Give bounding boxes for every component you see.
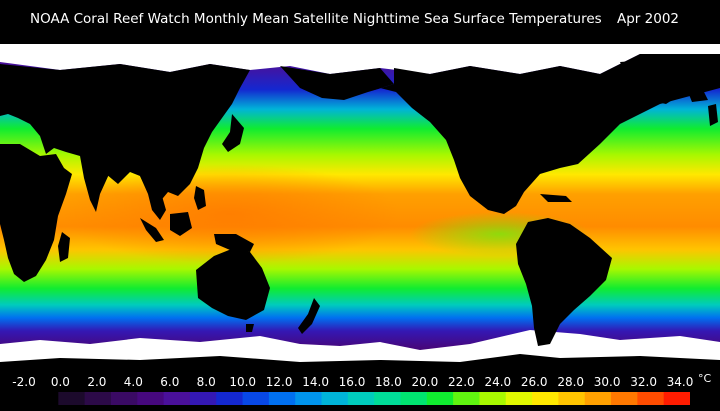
- colorbar-tick-label: 16.0: [338, 375, 366, 389]
- colorbar-swatch: [32, 392, 59, 405]
- colorbar-swatch: [426, 392, 454, 405]
- landmass-australia: [196, 248, 270, 320]
- colorbar-swatch: [532, 392, 559, 405]
- colorbar-tick-label: 28.0: [557, 375, 585, 389]
- sst-world-map: [0, 44, 720, 370]
- colorbar-tick-label: 22.0: [447, 375, 475, 389]
- colorbar-swatch: [137, 392, 165, 405]
- colorbar-swatch: [611, 392, 638, 405]
- landmass-madagascar: [58, 232, 70, 262]
- colorbar-tick-label: 14.0: [302, 375, 329, 389]
- landmass-british-isles: [708, 104, 718, 126]
- date-label: Apr 2002: [617, 11, 680, 27]
- colorbar-tick-label: 8.0: [196, 375, 216, 389]
- colorbar-tick-label: 0.0: [50, 375, 70, 389]
- colorbar-tick-labels: -2.0 0.0 2.0 4.0 6.0 8.0 10.0 12.0 14.0 16.0 18.0 2…: [0, 375, 720, 391]
- landmass-tasmania: [246, 324, 254, 332]
- colorbar-swatch: [637, 392, 665, 405]
- colorbar-tick-label: 34.0: [666, 375, 694, 389]
- landmass-europe-asia: [0, 64, 250, 204]
- map-title: NOAA Coral Reef Watch Monthly Mean Satel…: [0, 6, 720, 32]
- colorbar-tick-label: 12.0: [265, 375, 293, 389]
- colorbar-tick-label: 4.0: [123, 375, 143, 389]
- colorbar-swatch: [663, 392, 690, 405]
- landmass-southeast-asia: [140, 176, 166, 220]
- colorbar-swatch: [110, 392, 138, 405]
- colorbar-tick-label: 10.0: [229, 375, 257, 389]
- colorbar-swatch: [453, 392, 481, 405]
- landmass-north-america: [368, 54, 720, 214]
- temperature-colorbar: [32, 392, 690, 405]
- landmass-new-guinea: [214, 234, 254, 252]
- colorbar-swatch: [584, 392, 612, 405]
- landmass-borneo: [170, 212, 192, 236]
- colorbar-swatch: [58, 392, 86, 405]
- colorbar-tick-label: -2.0: [12, 375, 36, 389]
- landmass-alaska: [280, 66, 394, 100]
- landmass-sumatra: [140, 218, 164, 242]
- landmass-indian-subcontinent: [80, 156, 110, 212]
- colorbar-swatch: [321, 392, 349, 405]
- landmass-japan: [222, 114, 244, 152]
- colorbar-tick-label: 18.0: [375, 375, 402, 389]
- colorbar-tick-label: 24.0: [484, 375, 512, 389]
- landmass-cuba: [540, 194, 572, 202]
- colorbar-swatch: [189, 392, 217, 405]
- land-masses: [0, 54, 720, 370]
- colorbar-swatch: [268, 392, 296, 405]
- colorbar-swatch: [374, 392, 402, 405]
- colorbar-tick-label: 2.0: [87, 375, 107, 389]
- landmass-south-america: [516, 218, 612, 346]
- landmass-iceland: [688, 92, 708, 102]
- indo-pacific-warm-pool: [60, 164, 400, 264]
- landmass-antarctica: [0, 354, 720, 370]
- colorbar-swatch: [242, 392, 270, 405]
- colorbar-swatch: [295, 392, 323, 405]
- colorbar-swatch: [558, 392, 586, 405]
- unit-label: °C: [698, 372, 712, 385]
- colorbar-swatch: [163, 392, 191, 405]
- colorbar-tick-label: 26.0: [520, 375, 548, 389]
- colorbar-tick-label: 20.0: [411, 375, 439, 389]
- colorbar-swatch: [347, 392, 375, 405]
- landmass-greenland: [620, 58, 700, 104]
- title-text: NOAA Coral Reef Watch Monthly Mean Satel…: [30, 11, 602, 27]
- colorbar-tick-label: 6.0: [160, 375, 180, 389]
- colorbar-tick-label: 30.0: [593, 375, 621, 389]
- landmass-philippines: [194, 186, 206, 210]
- colorbar-swatch: [505, 392, 533, 405]
- landmass-africa: [0, 144, 72, 282]
- landmass-new-zealand: [298, 298, 320, 334]
- arctic-ice-west: [0, 44, 720, 74]
- colorbar-tick-label: 32.0: [630, 375, 657, 389]
- colorbar-swatch: [479, 392, 507, 405]
- colorbar-swatch: [216, 392, 244, 405]
- colorbar-swatch: [400, 392, 428, 405]
- colorbar-swatch: [84, 392, 112, 405]
